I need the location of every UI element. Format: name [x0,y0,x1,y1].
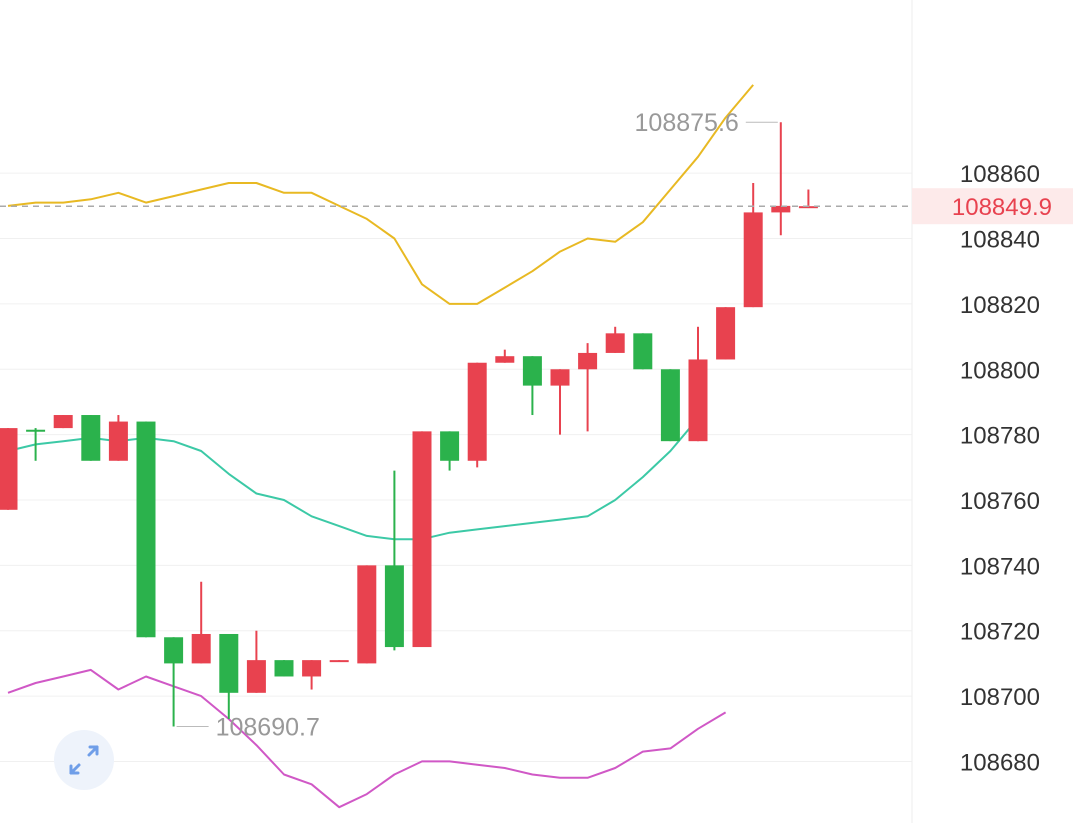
candle-body [550,369,570,386]
candle-body [274,660,294,677]
candle [550,369,570,435]
candle [633,333,653,370]
candle [467,362,487,468]
candle-body [357,565,377,664]
candle [302,660,322,690]
candle [660,369,680,442]
candle [81,415,101,461]
candle-body [495,356,515,363]
current-price-tag [912,188,1073,225]
candle [771,122,791,236]
candles [0,122,818,727]
y-tick-label: 108740 [960,553,1040,580]
y-tick-label: 108840 [960,227,1040,254]
expand-arrows-icon [69,745,99,775]
candle-body [164,637,184,664]
candle [0,428,18,510]
candle-body [53,415,73,429]
current-price-label: 108849.9 [952,194,1052,221]
candle-body [108,421,128,461]
y-tick-label: 108720 [960,619,1040,646]
candle [246,630,266,693]
candle [191,581,211,664]
high-label: 108875.6 [635,109,739,137]
candle-body [440,431,460,461]
candle-body [26,429,46,432]
candle [274,660,294,677]
lower-band-line [7,668,727,809]
candle-body [688,359,708,442]
candle-body [191,633,211,664]
candle [357,565,377,664]
candle [136,421,156,638]
candle-body [384,565,404,648]
candle-body [605,333,625,353]
candle-body [412,431,432,648]
candle-body [743,212,763,308]
candle-body [716,307,736,360]
candle [440,431,460,471]
candle-body [246,660,266,693]
candle-body [798,206,818,209]
candle [412,431,432,648]
y-axis-ticks: 108860 108840 108820 108800 108780 108760 1087… [960,161,1040,776]
candle [53,415,73,429]
y-tick-label: 108700 [960,684,1040,711]
candle [26,428,46,461]
low-label: 108690.7 [216,713,320,741]
candle [522,356,542,416]
candle-body [771,205,791,213]
candle [164,637,184,727]
y-tick-label: 108760 [960,488,1040,515]
candle-body [136,421,156,638]
candle [743,182,763,308]
upper-band-line [7,84,754,305]
candle [219,633,239,719]
candle-body [302,660,322,677]
candle [495,349,515,363]
candle-body [329,660,349,663]
candle-body [578,352,598,370]
y-tick-label: 108820 [960,292,1040,319]
candle-body [467,362,487,461]
candle [688,326,708,442]
candle [384,470,404,651]
candle [578,343,598,432]
candle-body [219,633,239,693]
y-tick-label: 108800 [960,357,1040,384]
candle [329,660,349,663]
candle [605,326,625,353]
candle-body [522,356,542,386]
candle-body [660,369,680,442]
candle [716,307,736,360]
candle [798,189,818,209]
candle-body [0,428,18,510]
candle-body [633,333,653,370]
y-tick-label: 108780 [960,423,1040,450]
expand-button[interactable] [54,730,114,790]
candle [108,415,128,461]
y-tick-label: 108860 [960,161,1040,188]
candle-body [81,415,101,461]
y-tick-label: 108680 [960,749,1040,776]
